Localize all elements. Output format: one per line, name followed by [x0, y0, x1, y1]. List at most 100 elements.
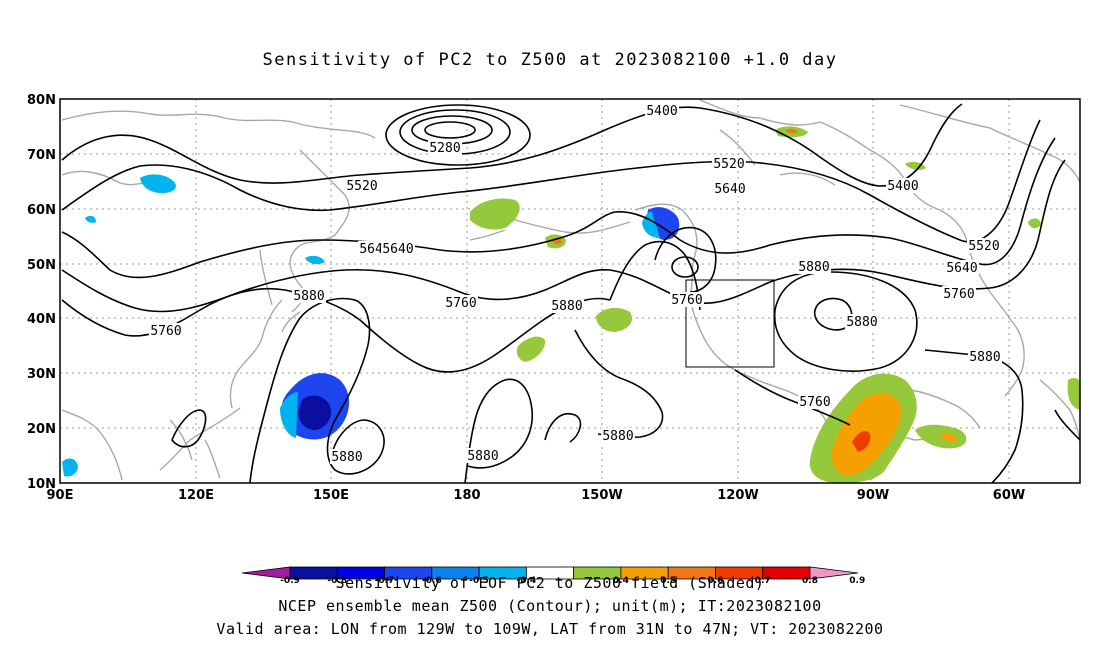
contour-label: 5760: [943, 287, 974, 302]
latitude-labels: 80N 70N 60N 50N 40N 30N 20N 10N: [27, 93, 56, 492]
contour-label-bg: [712, 156, 746, 171]
lon-label: 150E: [313, 488, 349, 503]
contour-label-bg: [149, 323, 183, 338]
contour-label-bg: [968, 349, 1002, 364]
shade-cyan-small2: [85, 215, 96, 223]
lon-label: 120W: [717, 488, 758, 503]
lat-label: 10N: [27, 477, 56, 492]
contour-label-bg: [428, 140, 462, 155]
map-frame: [59, 98, 1081, 484]
colorbar-tick-label: -0.8: [327, 576, 347, 586]
colorbar-tick-label: 0.8: [802, 576, 818, 586]
contour-label: 5880: [293, 289, 324, 304]
shade-cyan-edge: [280, 392, 298, 438]
contour-label-bg: [942, 286, 976, 301]
contour-label-bg: [967, 238, 1001, 253]
contour-label-bg: [345, 178, 379, 193]
footer-line-shading: Sensitivity of EOF PC2 to Z500 field (Sh…: [335, 574, 765, 592]
contour-labels: 5400 5280 5520 5640 5520 5400 5520 5640 5640 5880…: [149, 103, 1002, 465]
map-title: Sensitivity of PC2 to Z500 at 2023082100…: [262, 50, 838, 70]
shade-orange-5: [785, 128, 798, 134]
graticule: [60, 99, 1080, 483]
lon-label: 90E: [47, 488, 74, 503]
shade-red-mex: [852, 431, 871, 452]
contour-label: 5640: [946, 261, 977, 276]
colorbar-tick-label: -0.6: [422, 576, 442, 586]
contour-label-bg: [670, 292, 704, 307]
longitude-labels: 90E 120E 150E 180 150W 120W 90W 60W: [47, 488, 1026, 503]
lon-label: 180: [453, 488, 480, 503]
lon-label: 90W: [857, 488, 889, 503]
contour-label: 5760: [150, 324, 181, 339]
shade-green-1: [470, 198, 520, 230]
contour-label: 5400: [646, 104, 677, 119]
contour-label: 5760: [671, 293, 702, 308]
contour-label: 5640: [714, 182, 745, 197]
contour-label: 5760: [445, 296, 476, 311]
shade-orange-car: [940, 433, 958, 442]
colorbar-tick-label: -0.7: [375, 576, 395, 586]
contour-label-bg: [292, 288, 326, 303]
contour-label: 5640: [382, 242, 413, 257]
colorbar-tick-label: -0.9: [280, 576, 300, 586]
contour-label: 5880: [551, 299, 582, 314]
colorbar-tick-label: 0.9: [849, 576, 865, 586]
footer-line-valid-area: Valid area: LON from 129W to 109W, LAT f…: [216, 620, 884, 638]
contour-label: 5880: [602, 429, 633, 444]
colorbar-tick-label: 0.7: [755, 576, 771, 586]
colorbar-tick-label: -0.4: [517, 576, 537, 586]
shade-green-8: [1067, 377, 1080, 410]
contour-label-bg: [713, 181, 747, 196]
contour-label: 5880: [798, 260, 829, 275]
contour-label-bg: [845, 314, 879, 329]
contour-label-bg: [444, 295, 478, 310]
shade-cyan-sw: [62, 458, 78, 477]
contour-label: 5760: [799, 395, 830, 410]
colorbar-tick-label: 0.5: [660, 576, 676, 586]
colorbar-high-arrow: [809, 566, 859, 580]
contour-label: 5880: [846, 315, 877, 330]
contour-label-bg: [601, 428, 635, 443]
colorbar-tick-label: 0.4: [613, 576, 629, 586]
colorbar: -0.9 -0.8 -0.7 -0.6 -0.5 -0.4 0.4 0.5 0.6 0.7 0.8 0…: [241, 566, 865, 586]
shade-cyan-small: [305, 255, 325, 265]
shade-cyan-nw: [140, 174, 176, 194]
contour-label: 5880: [467, 449, 498, 464]
footer-line-contour: NCEP ensemble mean Z500 (Contour); unit(…: [278, 597, 822, 615]
lon-label: 120E: [178, 488, 214, 503]
lat-label: 70N: [27, 148, 56, 163]
contour-label: 5520: [968, 239, 999, 254]
contour-label: 5520: [713, 157, 744, 172]
colorbar-tick-label: 0.6: [707, 576, 723, 586]
sensitivity-shading: [62, 126, 1080, 483]
lat-label: 20N: [27, 422, 56, 437]
colorbar-tick-label: -0.5: [469, 576, 489, 586]
shade-green-3: [516, 336, 546, 362]
contour-label-bg: [466, 448, 500, 463]
shade-green-car: [915, 424, 967, 449]
contour-label: 5280: [429, 141, 460, 156]
lat-label: 80N: [27, 93, 56, 108]
contour-label: 5520: [346, 179, 377, 194]
contour-label-bg: [381, 241, 415, 256]
lon-label: 60W: [993, 488, 1025, 503]
shade-green-7: [1028, 218, 1041, 229]
contour-label-bg: [330, 449, 364, 464]
contour-label-bg: [886, 178, 920, 193]
lat-label: 40N: [27, 312, 56, 327]
valid-area-box: [685, 279, 775, 368]
contour-label: 5880: [331, 450, 362, 465]
shade-blue-core: [298, 395, 332, 431]
shade-green-2: [596, 307, 633, 332]
lat-label: 50N: [27, 258, 56, 273]
contour-label: 5880: [969, 350, 1000, 365]
coastlines: [61, 99, 1080, 481]
lat-label: 30N: [27, 367, 56, 382]
lon-label: 150W: [581, 488, 622, 503]
contour-label-bg: [797, 259, 831, 274]
contour-label-bg: [945, 260, 979, 275]
contour-label-bg: [645, 103, 679, 118]
lat-label: 60N: [27, 203, 56, 218]
contour-label-bg: [550, 298, 584, 313]
